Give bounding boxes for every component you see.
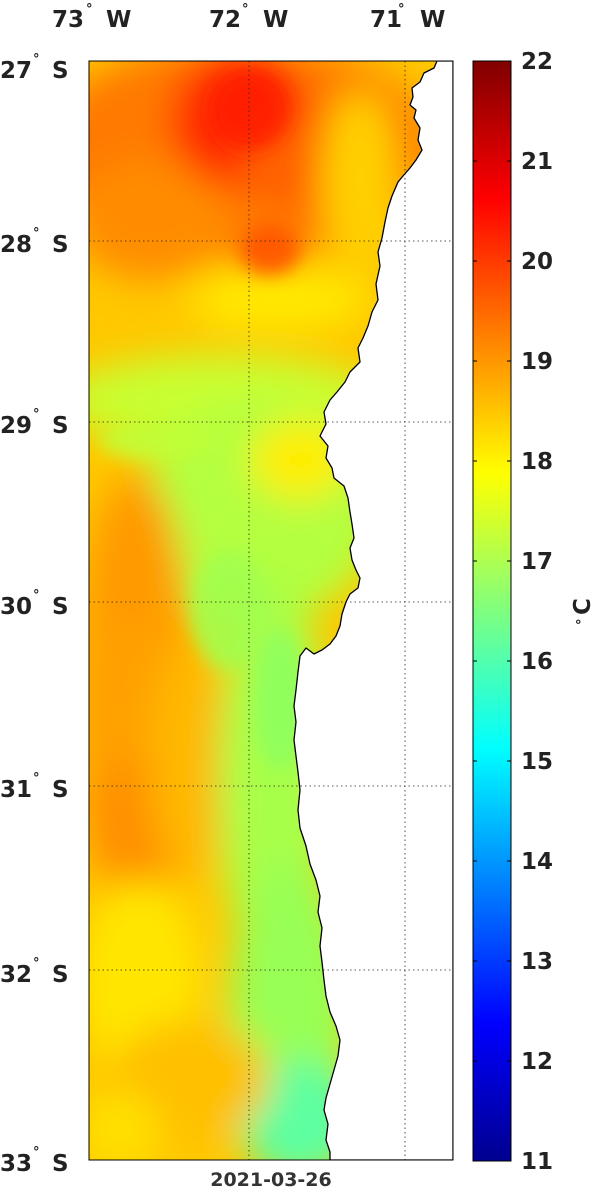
map-frame	[88, 60, 454, 1161]
colorbar-ticks: 22 21 20 19 18 17 16 15 14 13 12 11	[473, 49, 553, 1175]
lat-degree-mark: °	[33, 52, 40, 67]
lon-label-71: 71	[370, 7, 402, 33]
colorbar-tick-label: 17	[521, 549, 553, 575]
latitude-labels: 27 ° S 28 ° S 29 ° S 30 ° S 31 ° S 32 ° …	[0, 52, 69, 1177]
lat-hemi-32: S	[52, 962, 69, 988]
lat-degree-mark: °	[33, 226, 40, 241]
colorbar-tick-label: 21	[521, 149, 553, 175]
lat-degree-mark: °	[33, 588, 40, 603]
date-label: 2021-03-26	[210, 1169, 332, 1188]
longitude-labels: 73 ° W 72 ° W 71 ° W	[52, 2, 445, 33]
lat-degree-mark: °	[33, 407, 40, 422]
lat-degree-mark: °	[33, 771, 40, 786]
colorbar-gradient	[472, 60, 512, 1162]
lat-label-29: 29	[0, 413, 32, 439]
lat-label-32: 32	[0, 962, 32, 988]
lon-label-73: 73	[52, 7, 84, 33]
lat-degree-mark: °	[33, 1145, 40, 1160]
lon-hemi-73: W	[106, 7, 131, 33]
colorbar-tick-label: 22	[521, 49, 553, 75]
colorbar-unit: ° C	[570, 598, 593, 625]
colorbar-tick-label: 13	[521, 949, 553, 975]
lon-hemi-72: W	[263, 7, 288, 33]
lon-degree-mark: °	[242, 2, 249, 17]
lat-label-27: 27	[0, 58, 32, 84]
lon-degree-mark: °	[86, 2, 93, 17]
colorbar-tick-label: 15	[521, 749, 553, 775]
colorbar-tick-label: 16	[521, 649, 553, 675]
colorbar-tick-label: 14	[521, 849, 553, 875]
lat-degree-mark: °	[33, 956, 40, 971]
lat-label-31: 31	[0, 777, 32, 803]
lat-label-30: 30	[0, 594, 32, 620]
sst-field	[89, 61, 453, 1160]
lat-label-28: 28	[0, 232, 32, 258]
lon-hemi-71: W	[420, 7, 445, 33]
lat-hemi-27: S	[52, 58, 69, 84]
land-mass	[293, 61, 453, 1160]
colorbar-tick-label: 12	[521, 1049, 553, 1075]
lat-hemi-29: S	[52, 413, 69, 439]
colorbar-tick-label: 20	[521, 249, 553, 275]
colorbar: 22 21 20 19 18 17 16 15 14 13 12 11 ° C	[472, 49, 593, 1175]
lat-hemi-33: S	[52, 1151, 69, 1177]
colorbar-tick-label: 19	[521, 349, 553, 375]
lat-hemi-31: S	[52, 777, 69, 803]
lat-hemi-30: S	[52, 594, 69, 620]
graticule	[89, 61, 453, 1160]
lat-hemi-28: S	[52, 232, 69, 258]
colorbar-unit-degree: °	[575, 619, 590, 626]
lat-label-33: 33	[0, 1151, 32, 1177]
colorbar-tick-label: 18	[521, 449, 553, 475]
colorbar-unit-label: C	[570, 598, 593, 615]
lon-degree-mark: °	[398, 2, 405, 17]
lon-label-72: 72	[209, 7, 241, 33]
colorbar-tick-label: 11	[521, 1149, 553, 1175]
